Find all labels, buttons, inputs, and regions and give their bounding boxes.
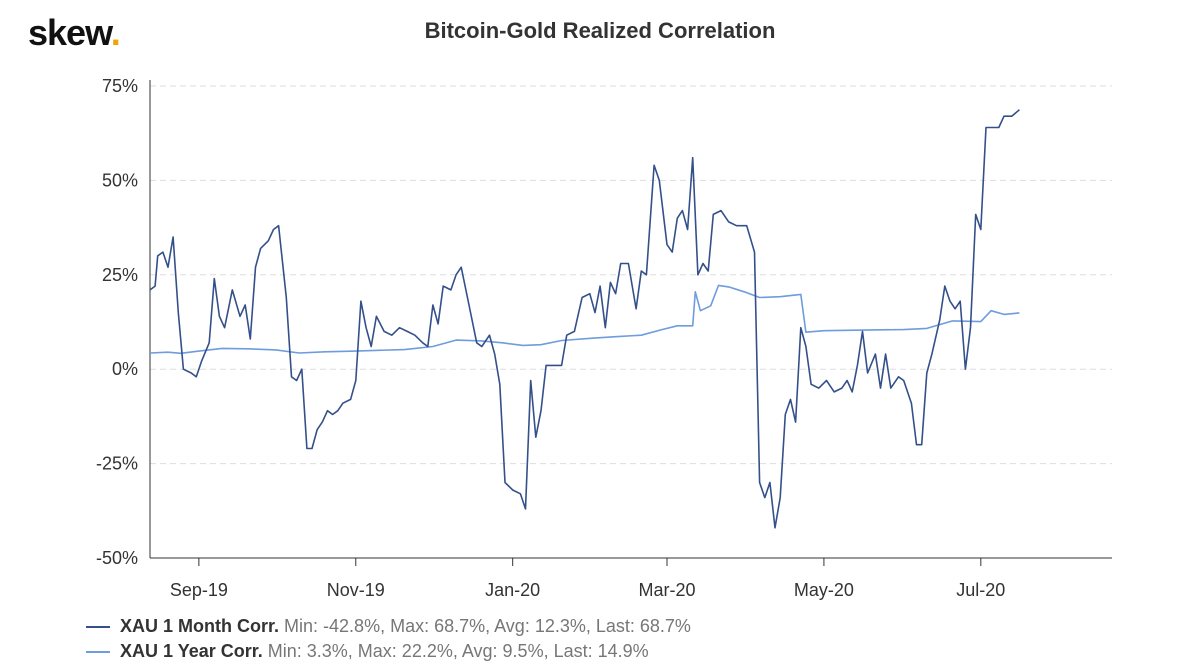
legend-stats-1m: Min: -42.8%, Max: 68.7%, Avg: 12.3%, Las… bbox=[284, 616, 691, 636]
x-tick-label: Nov-19 bbox=[327, 580, 385, 600]
y-tick-label: 25% bbox=[102, 265, 138, 285]
y-tick-label: 0% bbox=[112, 359, 138, 379]
x-tick-label: Jul-20 bbox=[956, 580, 1005, 600]
y-tick-label: 75% bbox=[102, 76, 138, 96]
skew-logo: skew. bbox=[28, 12, 121, 54]
legend-item-1m[interactable]: XAU 1 Month Corr. Min: -42.8%, Max: 68.7… bbox=[86, 616, 691, 637]
y-tick-label: 50% bbox=[102, 170, 138, 190]
x-tick-label: Jan-20 bbox=[485, 580, 540, 600]
series-line-1m bbox=[149, 109, 1020, 529]
x-tick-label: Mar-20 bbox=[639, 580, 696, 600]
legend-name-1y: XAU 1 Year Corr. bbox=[120, 641, 263, 661]
legend-stats-1y: Min: 3.3%, Max: 22.2%, Avg: 9.5%, Last: … bbox=[267, 641, 649, 661]
x-tick-label: Sep-19 bbox=[170, 580, 228, 600]
chart-title: Bitcoin-Gold Realized Correlation bbox=[424, 18, 776, 43]
y-tick-label: -50% bbox=[96, 548, 138, 568]
legend-item-1y[interactable]: XAU 1 Year Corr. Min: 3.3%, Max: 22.2%, … bbox=[86, 641, 649, 662]
logo-dot: . bbox=[110, 12, 121, 53]
legend-name-1m: XAU 1 Month Corr. bbox=[120, 616, 280, 636]
series-line-1y bbox=[149, 284, 1020, 355]
logo-text: skew bbox=[28, 12, 112, 53]
x-tick-label: May-20 bbox=[794, 580, 854, 600]
legend-swatch-1y bbox=[86, 651, 110, 654]
y-tick-label: -25% bbox=[96, 454, 138, 474]
legend-swatch-1m bbox=[86, 626, 110, 629]
